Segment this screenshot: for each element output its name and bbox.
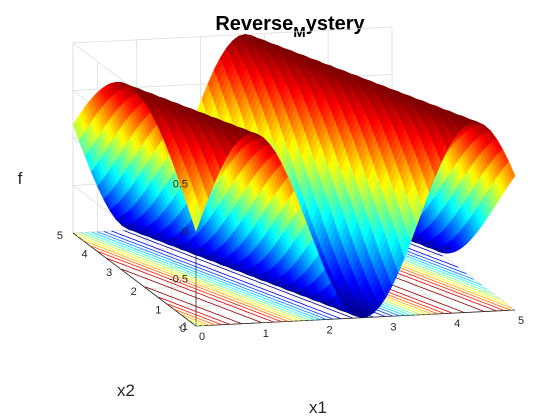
contour-line: [90, 245, 289, 322]
y-tick-label: 3: [106, 267, 112, 279]
contour-line: [121, 268, 262, 324]
contour-line: [145, 286, 242, 325]
contour-line: [82, 240, 295, 322]
contour-line: [76, 235, 300, 322]
z-tick-label: 0.5: [173, 179, 188, 191]
x-tick-label: 0: [199, 331, 205, 343]
z-tick-label: -0.5: [169, 274, 188, 286]
x-tick-label: 1: [263, 328, 269, 340]
axis-line: [72, 232, 197, 327]
contour-line: [181, 314, 210, 326]
contour-line: [111, 230, 342, 320]
contour-line: [187, 319, 205, 326]
y-tick-label: 0: [180, 323, 186, 335]
contour-line: [166, 303, 222, 326]
chart-title-rest: ystery: [306, 13, 366, 35]
chart-title: ReverseMystery: [215, 13, 365, 41]
contour-line: [173, 308, 216, 326]
z-axis-label: f: [18, 169, 23, 188]
x-tick-label: 5: [518, 315, 524, 327]
y-tick-label: 1: [155, 304, 161, 316]
y-tick-label: 4: [81, 249, 87, 261]
x-tick-label: 2: [327, 325, 333, 337]
axis-line: [195, 309, 516, 327]
contour-line: [91, 231, 321, 321]
contour-line: [158, 296, 230, 325]
contour-line: [80, 232, 311, 321]
x-tick-label: 4: [454, 318, 460, 330]
contour-line: [97, 251, 282, 323]
z-tick-label: -1: [178, 321, 188, 333]
grid-line: [136, 229, 261, 324]
x-axis-label: x1: [309, 398, 327, 417]
chart-title-subscript: M: [293, 24, 306, 41]
surface-plot: [72, 33, 516, 318]
contour-line: [75, 232, 305, 321]
contour-line: [193, 323, 199, 327]
surface-patch: [506, 161, 516, 180]
chart-title-main: Reverse: [215, 13, 293, 35]
y-tick-label: 2: [131, 286, 137, 298]
contour-line: [85, 232, 316, 321]
tick-labels: 0 1 2 3 4 5 0 1 2 3 4 5 -1 -0.5 0 0.5: [57, 179, 524, 344]
y-tick-label: 5: [57, 230, 63, 242]
x-tick-label: 3: [390, 321, 396, 333]
contour-line: [123, 230, 354, 319]
z-tick-label: 0: [182, 226, 188, 238]
contour-line: [103, 231, 334, 320]
contour-line: [106, 257, 274, 323]
y-axis-label: x2: [117, 381, 135, 400]
contour-line: [97, 231, 327, 320]
